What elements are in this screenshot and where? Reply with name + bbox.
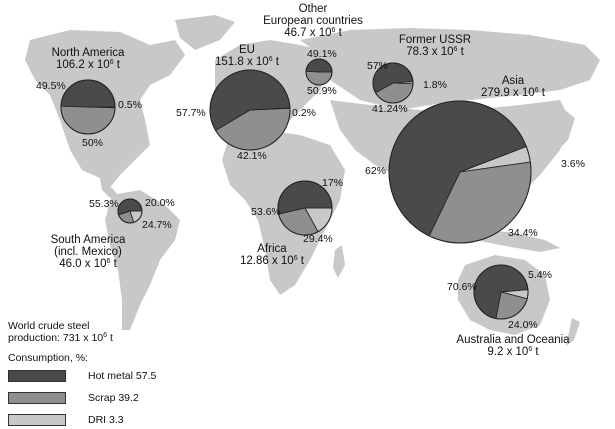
africa-scrap-pct: 29.4% [303, 233, 333, 245]
south-america-land [105, 190, 180, 330]
eu-dri-pct: 0.2% [292, 107, 316, 119]
legend-title: Consumption, %: [8, 352, 88, 364]
eu-hot-metal-pct: 57.7% [176, 107, 206, 119]
asia-hot-metal-pct: 62% [365, 165, 387, 177]
region-name: EU [239, 44, 255, 56]
region-production: 46.0 x 106 t [59, 258, 117, 270]
asia-pie-outline [388, 100, 532, 244]
legend-label-dri: DRI 3.3 [88, 414, 124, 426]
australia-dri-pct: 5.4% [528, 269, 552, 281]
region-production: 46.7 x 106 t [284, 27, 342, 39]
asia-dri-pct: 3.6% [561, 158, 585, 170]
africa-hot-metal-pct: 53.6% [251, 206, 281, 218]
greenland-land [175, 15, 235, 50]
region-production: 12.86 x 106 t [239, 255, 304, 267]
north-america-hot-metal-pct: 49.5% [36, 80, 66, 92]
central-america-land [100, 178, 118, 198]
region-production: 151.8 x 106 t [214, 56, 279, 68]
north-america-dri-pct: 0.5% [118, 99, 142, 111]
south-america-dri-pct: 20.0% [145, 197, 175, 209]
region-name: Australia and Oceania [456, 334, 570, 346]
south-america-pie-outline [117, 198, 143, 224]
legend-swatch-scrap [8, 392, 66, 404]
region-name: North America [51, 47, 125, 59]
australia-scrap-pct: 24.0% [508, 319, 538, 331]
world-production-summary: World crude steel production: 731 x 106 … [8, 320, 113, 344]
japan-land [556, 110, 575, 150]
eu-pie-outline [209, 69, 291, 151]
south-america-scrap-pct: 24.7% [142, 219, 172, 231]
asia-scrap-pct: 34.4% [508, 227, 538, 239]
former-ussr-hot-metal-pct: 57% [367, 60, 389, 72]
former-ussr-dri-pct: 1.8% [423, 79, 447, 91]
eu-scrap-pct: 42.1% [237, 150, 267, 162]
africa-dri-pct: 17% [322, 177, 344, 189]
south-america-hot-metal-pct: 55.3% [89, 198, 119, 210]
pie-charts [60, 58, 532, 320]
australia-oceania-pie-outline [473, 264, 529, 320]
label-former-ussr: Former USSR 78.3 x 106 t [395, 34, 475, 58]
madagascar-land [333, 245, 345, 278]
region-name: Asia [501, 75, 525, 87]
other-european-hot-metal-pct: 49.1% [307, 48, 337, 60]
summary-line1: World crude steel [8, 320, 90, 332]
region-production: 9.2 x 106 t [487, 346, 539, 358]
region-name-line1: Other [298, 3, 328, 15]
region-production: 279.9 x 106 t [480, 87, 545, 99]
label-south-america: South America (incl. Mexico) 46.0 x 106 … [43, 234, 133, 270]
africa-pie-outline [277, 180, 333, 236]
region-name: Former USSR [398, 34, 472, 46]
other-european-scrap-pct: 50.9% [307, 85, 337, 97]
region-production: 78.3 x 106 t [406, 46, 464, 58]
australia-hot-metal-pct: 70.6% [447, 281, 477, 293]
legend-label-scrap: Scrap 39.2 [88, 392, 139, 404]
region-production: 106.2 x 106 t [55, 59, 120, 71]
label-other-european: Other European countries 46.7 x 106 t [258, 3, 368, 39]
new-zealand-land [566, 318, 580, 346]
region-name-line2: European countries [263, 15, 363, 27]
summary-line2: production: 731 x 106 t [8, 332, 113, 344]
region-name-line2: (incl. Mexico) [54, 246, 122, 258]
former-ussr-pie-outline [372, 62, 414, 104]
label-asia: Asia 279.9 x 106 t [468, 75, 558, 99]
former-ussr-scrap-pct: 41.24% [372, 103, 408, 115]
label-north-america: North America 106.2 x 106 t [48, 47, 128, 71]
north-america-pie-outline [60, 79, 116, 135]
other-european-pie-outline [305, 58, 333, 86]
label-eu: EU 151.8 x 106 t [212, 44, 282, 68]
legend-swatch-hot-metal [8, 370, 66, 382]
region-name-line1: South America [50, 234, 126, 246]
legend-label-hot-metal: Hot metal 57.5 [88, 370, 157, 382]
region-name: Africa [257, 243, 287, 255]
label-australia-oceania: Australia and Oceania 9.2 x 106 t [448, 334, 578, 358]
legend-swatch-dri [8, 414, 66, 426]
north-america-scrap-pct: 50% [82, 137, 104, 149]
label-africa: Africa 12.86 x 106 t [232, 243, 312, 267]
